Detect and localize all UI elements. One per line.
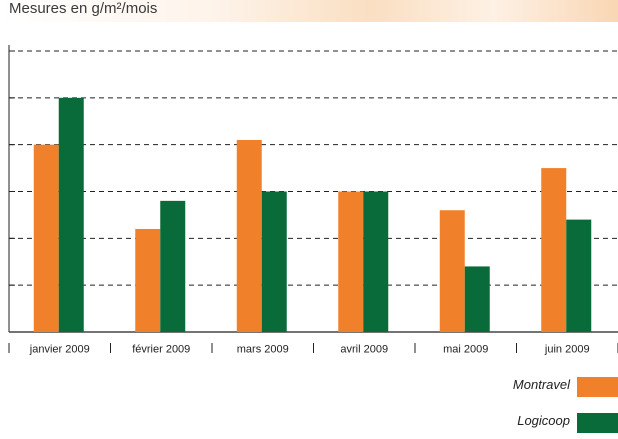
bar-montravel [439, 210, 465, 332]
legend-label: Logicoop [517, 413, 570, 428]
bar-montravel [33, 144, 59, 332]
header-band [0, 0, 618, 22]
bar-montravel [236, 139, 262, 332]
bar-logicoop [566, 219, 592, 332]
bar-logicoop [160, 200, 186, 332]
chart-subtitle: Mesures en g/m²/mois [9, 0, 158, 17]
x-tick-label: février 2009 [132, 344, 190, 356]
legend-label: Montravel [513, 377, 571, 392]
bar-logicoop [464, 266, 490, 332]
bar-logicoop [58, 97, 84, 332]
bar-montravel [541, 168, 567, 332]
bar-logicoop [363, 191, 389, 332]
x-tick-label: avril 2009 [340, 344, 388, 356]
x-tick-label: mai 2009 [443, 344, 488, 356]
x-tick-label: juin 2009 [544, 344, 590, 356]
bar-montravel [135, 228, 161, 332]
bar-montravel [338, 191, 364, 332]
bar-logicoop [261, 191, 287, 332]
legend-swatch [577, 377, 618, 397]
x-tick-label: janvier 2009 [29, 344, 90, 356]
legend-swatch [577, 413, 618, 433]
x-tick-label: mars 2009 [237, 344, 289, 356]
